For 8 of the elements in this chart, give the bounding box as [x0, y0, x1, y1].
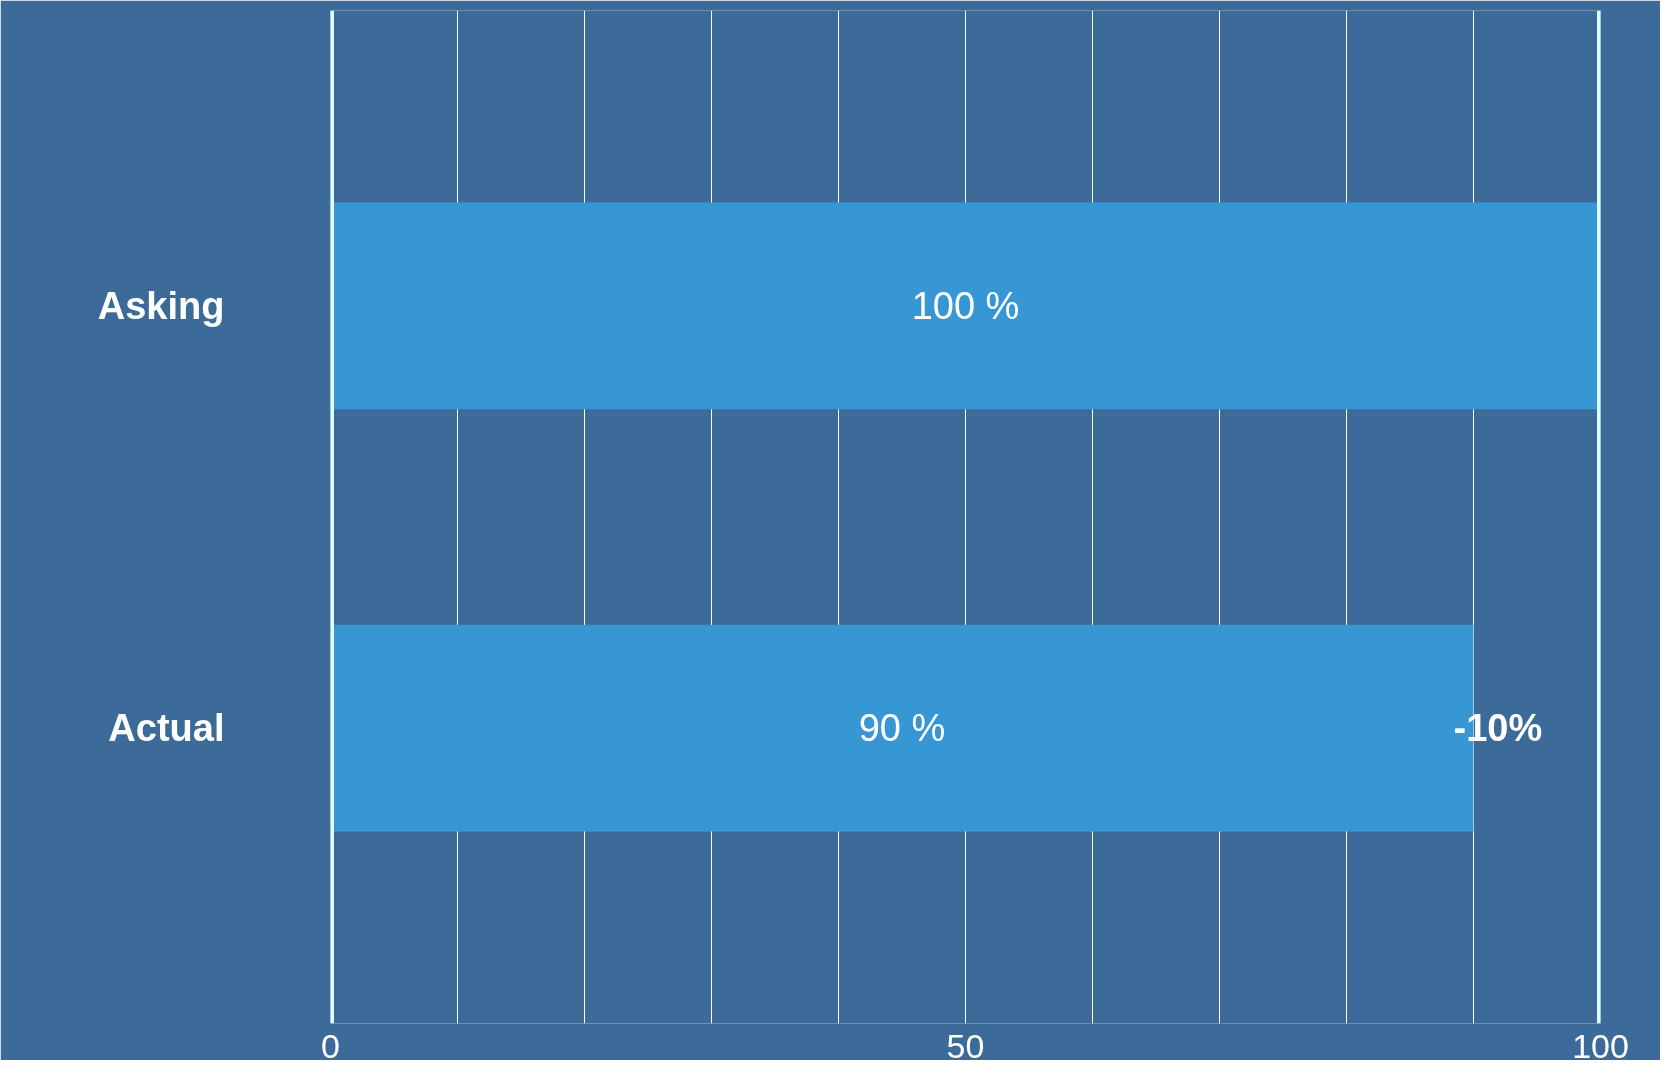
y-tick-label: Asking [97, 284, 225, 327]
annotation: -10% [1453, 707, 1543, 750]
data-label: 90 % [858, 707, 946, 750]
x-tick-label: 50 [946, 1026, 985, 1065]
x-tick-label: 0 [321, 1026, 340, 1065]
x-tick-label: 100 [1572, 1026, 1629, 1065]
y-tick-label: Actual [108, 707, 225, 750]
data-label: 100 % [911, 284, 1020, 327]
